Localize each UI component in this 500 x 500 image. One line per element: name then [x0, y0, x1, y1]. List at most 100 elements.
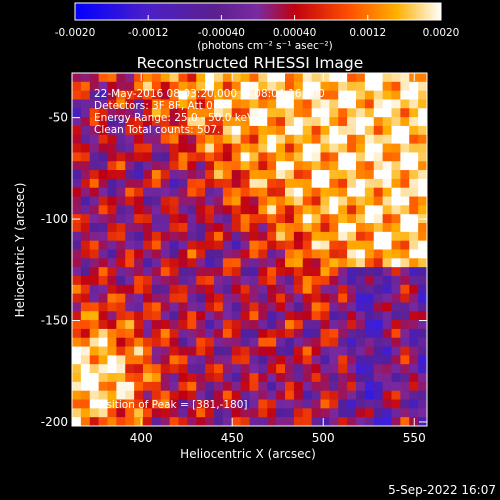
heatmap-cell	[80, 187, 91, 197]
heatmap-cell	[364, 214, 375, 224]
heatmap-cell	[116, 373, 126, 383]
heatmap-cell	[222, 267, 233, 277]
heatmap-cell	[134, 311, 144, 321]
heatmap-cell	[400, 214, 410, 224]
heatmap-cell	[285, 337, 295, 347]
heatmap-cell	[382, 231, 392, 242]
heatmap-cell	[134, 320, 144, 330]
heatmap-cell	[134, 214, 144, 224]
heatmap-cell	[311, 328, 321, 339]
heatmap-cell	[285, 223, 295, 233]
heatmap-cell	[249, 381, 259, 392]
heatmap-cell	[205, 302, 215, 312]
heatmap-cell	[373, 214, 384, 224]
heatmap-cell	[391, 249, 401, 259]
heatmap-cell	[356, 187, 366, 197]
heatmap-cell	[143, 81, 153, 92]
heatmap-cell	[80, 408, 91, 418]
heatmap-cell	[400, 417, 410, 427]
heatmap-cell	[267, 355, 277, 365]
colorbar-ticks: -0.0020 -0.0012 -0.00040 0.00040 0.0012 0.002…	[55, 15, 459, 39]
heatmap-cell	[178, 143, 188, 153]
heatmap-cell	[116, 320, 126, 330]
heatmap-cell	[267, 99, 277, 109]
heatmap-cell	[373, 73, 384, 83]
heatmap-cell	[80, 205, 91, 215]
heatmap-cell	[214, 117, 224, 127]
heatmap-cell	[276, 267, 286, 277]
heatmap-cell	[196, 417, 206, 427]
heatmap-cell	[187, 161, 197, 171]
heatmap-cell	[249, 258, 259, 268]
heatmap-cell	[276, 73, 286, 83]
heatmap-cell	[338, 275, 348, 286]
heatmap-cell	[329, 231, 339, 242]
heatmap-cell	[356, 346, 366, 356]
heatmap-cell	[116, 152, 126, 162]
heatmap-cell	[214, 381, 224, 392]
heatmap-cell	[169, 373, 179, 383]
heatmap-cell	[391, 223, 401, 233]
heatmap-cell	[400, 223, 410, 233]
heatmap-cell	[240, 249, 250, 259]
heatmap-cell	[409, 399, 419, 409]
heatmap-cell	[347, 205, 357, 215]
heatmap-cell	[267, 337, 277, 347]
colorbar-tick-label: 0.0012	[349, 27, 386, 39]
heatmap-cell	[391, 320, 401, 330]
heatmap-cell	[169, 178, 179, 189]
heatmap-cell	[400, 275, 410, 286]
heatmap-cell	[409, 108, 419, 118]
heatmap-cell	[249, 161, 259, 171]
heatmap-cell	[196, 231, 206, 242]
heatmap-cell	[267, 320, 277, 330]
heatmap-cell	[347, 134, 357, 144]
heatmap-cell	[364, 161, 375, 171]
heatmap-cell	[249, 328, 259, 339]
heatmap-cell	[285, 240, 295, 250]
heatmap-cell	[143, 99, 153, 109]
heatmap-cell	[80, 108, 91, 118]
heatmap-cell	[143, 223, 153, 233]
heatmap-cell	[116, 196, 126, 206]
heatmap-cell	[89, 293, 100, 303]
heatmap-cell	[364, 108, 375, 118]
heatmap-cell	[151, 223, 162, 233]
heatmap-cell	[214, 231, 224, 242]
heatmap-cell	[98, 240, 108, 250]
heatmap-cell	[214, 337, 224, 347]
heatmap-cell	[125, 73, 135, 83]
heatmap-cell	[409, 187, 419, 197]
heatmap-cell	[98, 161, 108, 171]
heatmap-cell	[143, 346, 153, 356]
heatmap-cell	[160, 302, 171, 312]
heatmap-cell	[231, 161, 242, 171]
heatmap-cell	[409, 302, 419, 312]
heatmap-cell	[169, 417, 179, 427]
heatmap-cell	[98, 381, 108, 392]
heatmap-cell	[134, 117, 144, 127]
heatmap-cell	[418, 99, 428, 109]
heatmap-cell	[391, 373, 401, 383]
heatmap-cell	[222, 249, 233, 259]
heatmap-cell	[400, 320, 410, 330]
heatmap-cell	[293, 187, 304, 197]
heatmap-cell	[293, 99, 304, 109]
heatmap-cell	[338, 125, 348, 136]
heatmap-cell	[89, 108, 100, 118]
heatmap-cell	[89, 373, 100, 383]
heatmap-cell	[160, 152, 171, 162]
heatmap-cell	[382, 240, 392, 250]
heatmap-cell	[231, 355, 242, 365]
heatmap-cell	[125, 143, 135, 153]
heatmap-cell	[214, 125, 224, 136]
heatmap-cell	[293, 231, 304, 242]
heatmap-cell	[178, 196, 188, 206]
heatmap-cell	[409, 311, 419, 321]
heatmap-cell	[98, 223, 108, 233]
heatmap-cell	[249, 320, 259, 330]
heatmap-cell	[98, 170, 108, 180]
heatmap-cell	[382, 81, 392, 92]
heatmap-cell	[240, 275, 250, 286]
heatmap-cell	[134, 73, 144, 83]
